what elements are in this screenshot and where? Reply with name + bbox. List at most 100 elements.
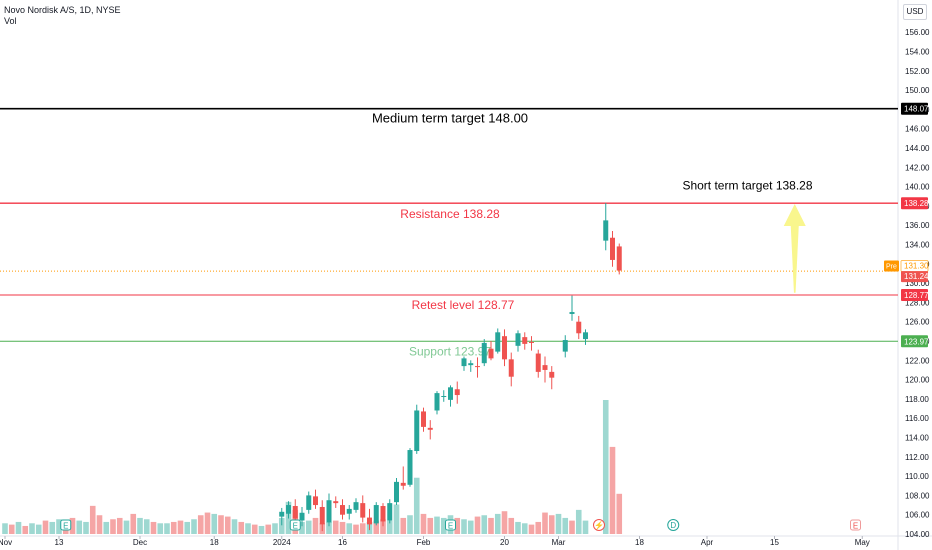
x-tick-label: 2024 [273, 538, 291, 547]
candle-body[interactable] [508, 359, 514, 377]
volume-bar [245, 523, 251, 534]
candle-body[interactable] [502, 336, 507, 360]
candle-body[interactable] [367, 517, 372, 525]
candle-body[interactable] [319, 506, 325, 525]
x-tick-label: May [855, 538, 870, 547]
y-tick-label: 136.00 [905, 221, 930, 230]
volume-bar [299, 521, 305, 534]
candle-body[interactable] [306, 495, 312, 510]
candle-body[interactable] [360, 503, 366, 518]
candle-body[interactable] [603, 220, 609, 241]
volume-bar [373, 520, 380, 534]
earnings-marker-icon[interactable] [60, 519, 72, 531]
y-tick-label: 114.00 [905, 434, 929, 443]
candle-body[interactable] [461, 358, 467, 367]
candle-body[interactable] [313, 496, 318, 506]
candle-body[interactable] [569, 312, 575, 314]
volume-bar [326, 521, 332, 534]
premarket-badge [884, 260, 899, 272]
x-tick-label: Mar [552, 538, 566, 547]
candle-body[interactable] [394, 481, 399, 503]
y-tick-label: 110.00 [905, 472, 929, 481]
volume-bar [602, 400, 609, 534]
candle-body[interactable] [610, 237, 615, 260]
volume-bar [278, 517, 285, 534]
candle-body[interactable] [562, 340, 568, 352]
currency-button[interactable]: USD [903, 4, 927, 20]
candle-body[interactable] [292, 506, 298, 519]
candle-body[interactable] [427, 427, 433, 430]
y-tick-label: 106.00 [905, 511, 930, 520]
candle-body[interactable] [299, 512, 305, 521]
candle-body[interactable] [475, 366, 480, 368]
volume-bar [35, 524, 42, 534]
candle-body[interactable] [481, 342, 487, 364]
candle-body[interactable] [583, 332, 588, 340]
candle-body[interactable] [380, 506, 386, 522]
earnings-marker-label: E [63, 522, 68, 531]
candle-body[interactable] [454, 389, 460, 396]
candle-body[interactable] [333, 501, 339, 504]
volume-bar [211, 513, 218, 534]
volume-bar [2, 523, 8, 534]
candle-body[interactable] [441, 396, 447, 398]
candle-body[interactable] [549, 371, 555, 378]
x-tick-label: Nov [0, 538, 12, 547]
candle-body[interactable] [488, 348, 494, 359]
volume-bar [393, 504, 400, 534]
earnings-marker-icon[interactable] [445, 519, 456, 531]
candle-body[interactable] [616, 246, 622, 271]
earnings-marker-icon[interactable] [850, 519, 861, 531]
volume-bar [515, 521, 521, 534]
split-marker-icon[interactable] [593, 519, 605, 531]
y-tick-label: 112.00 [905, 453, 929, 462]
volume-bar [440, 517, 447, 534]
volume-bar [224, 516, 231, 534]
y-tick-label: 150.00 [905, 86, 930, 95]
volume-bar [407, 515, 413, 534]
candle-body[interactable] [529, 341, 534, 343]
volume-bar [170, 521, 177, 534]
y-tick-label: 128.00 [905, 298, 930, 307]
earnings-marker-icon[interactable] [289, 519, 301, 531]
candle-body[interactable] [326, 500, 332, 523]
candle-body[interactable] [468, 363, 474, 366]
candle-body[interactable] [495, 332, 501, 352]
volume-bar [582, 520, 589, 534]
candle-body[interactable] [434, 393, 440, 411]
volume-bar [265, 524, 272, 534]
candle-body[interactable] [448, 387, 453, 400]
candle-body[interactable] [373, 505, 379, 524]
candle-body[interactable] [576, 321, 582, 334]
volume-bar [110, 519, 116, 534]
candle-body[interactable] [387, 503, 393, 521]
volume-bar [346, 523, 353, 534]
candle-body[interactable] [286, 505, 291, 514]
candle-body[interactable] [407, 450, 413, 485]
candle-body[interactable] [522, 337, 528, 344]
candle-body[interactable] [346, 508, 352, 514]
candle-body[interactable] [414, 410, 420, 452]
volume-bar [548, 515, 555, 534]
y-tick-label: 122.00 [905, 356, 930, 365]
dividend-marker-icon[interactable] [667, 519, 680, 531]
premarket-price-label: 131.30 [904, 262, 929, 271]
candle-body[interactable] [542, 365, 548, 370]
volume-bar [184, 521, 191, 534]
candle-body[interactable] [279, 511, 285, 517]
volume-bar [191, 519, 197, 534]
x-tick-label: 18 [635, 538, 644, 547]
candle-body[interactable] [353, 502, 359, 510]
candle-body[interactable] [535, 353, 541, 372]
volume-bar [481, 515, 488, 534]
level-text-resistance: Resistance 138.28 [400, 207, 500, 221]
split-marker-label: ⚡ [594, 520, 604, 530]
candle-body[interactable] [340, 505, 345, 515]
volume-bar [609, 446, 616, 534]
candle-body[interactable] [421, 411, 426, 427]
candle-body[interactable] [515, 333, 521, 346]
volume-bar [501, 511, 508, 534]
volume-bar [177, 520, 184, 534]
candle-body[interactable] [400, 482, 406, 486]
